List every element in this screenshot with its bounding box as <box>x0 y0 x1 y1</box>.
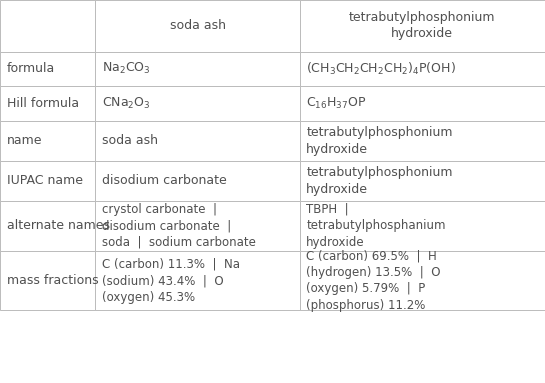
Bar <box>300 52 545 86</box>
Bar <box>95 201 300 251</box>
Text: mass fractions: mass fractions <box>7 274 98 287</box>
Text: $\mathrm{C_{16}H_{37}OP}$: $\mathrm{C_{16}H_{37}OP}$ <box>306 96 367 111</box>
Text: soda ash: soda ash <box>169 20 226 32</box>
Bar <box>300 201 545 251</box>
Bar <box>95 121 300 161</box>
Text: name: name <box>7 134 42 147</box>
Text: IUPAC name: IUPAC name <box>7 175 82 187</box>
Text: tetrabutylphosphonium
hydroxide: tetrabutylphosphonium hydroxide <box>306 126 453 155</box>
Text: $\mathrm{Na_2CO_3}$: $\mathrm{Na_2CO_3}$ <box>102 61 150 77</box>
Text: disodium carbonate: disodium carbonate <box>102 175 227 187</box>
Bar <box>95 52 300 86</box>
Bar <box>0 161 95 201</box>
Bar <box>95 86 300 121</box>
Bar <box>300 161 545 201</box>
Bar <box>0 52 95 86</box>
Bar <box>300 251 545 310</box>
Text: tetrabutylphosphonium
hydroxide: tetrabutylphosphonium hydroxide <box>349 11 495 40</box>
Bar <box>0 201 95 251</box>
Bar <box>300 86 545 121</box>
Bar <box>95 0 300 52</box>
Text: alternate names: alternate names <box>7 219 110 232</box>
Bar <box>0 251 95 310</box>
Bar <box>300 0 545 52</box>
Text: C (carbon) 11.3%  |  Na
(sodium) 43.4%  |  O
(oxygen) 45.3%: C (carbon) 11.3% | Na (sodium) 43.4% | O… <box>102 257 240 304</box>
Bar <box>0 86 95 121</box>
Bar <box>95 251 300 310</box>
Text: $\mathrm{CNa_2O_3}$: $\mathrm{CNa_2O_3}$ <box>102 96 150 111</box>
Bar <box>95 161 300 201</box>
Text: TBPH  |
tetrabutylphosphanium
hydroxide: TBPH | tetrabutylphosphanium hydroxide <box>306 203 446 249</box>
Bar <box>300 121 545 161</box>
Text: formula: formula <box>7 62 55 75</box>
Bar <box>0 0 95 52</box>
Text: tetrabutylphosphonium
hydroxide: tetrabutylphosphonium hydroxide <box>306 166 453 196</box>
Text: crystol carbonate  |
disodium carbonate  |
soda  |  sodium carbonate: crystol carbonate | disodium carbonate |… <box>102 203 256 249</box>
Bar <box>0 121 95 161</box>
Text: Hill formula: Hill formula <box>7 97 78 110</box>
Text: $\mathrm{(CH_3CH_2CH_2CH_2)_4P(OH)}$: $\mathrm{(CH_3CH_2CH_2CH_2)_4P(OH)}$ <box>306 61 456 77</box>
Text: C (carbon) 69.5%  |  H
(hydrogen) 13.5%  |  O
(oxygen) 5.79%  |  P
(phosphorus) : C (carbon) 69.5% | H (hydrogen) 13.5% | … <box>306 249 441 312</box>
Text: soda ash: soda ash <box>102 134 158 147</box>
